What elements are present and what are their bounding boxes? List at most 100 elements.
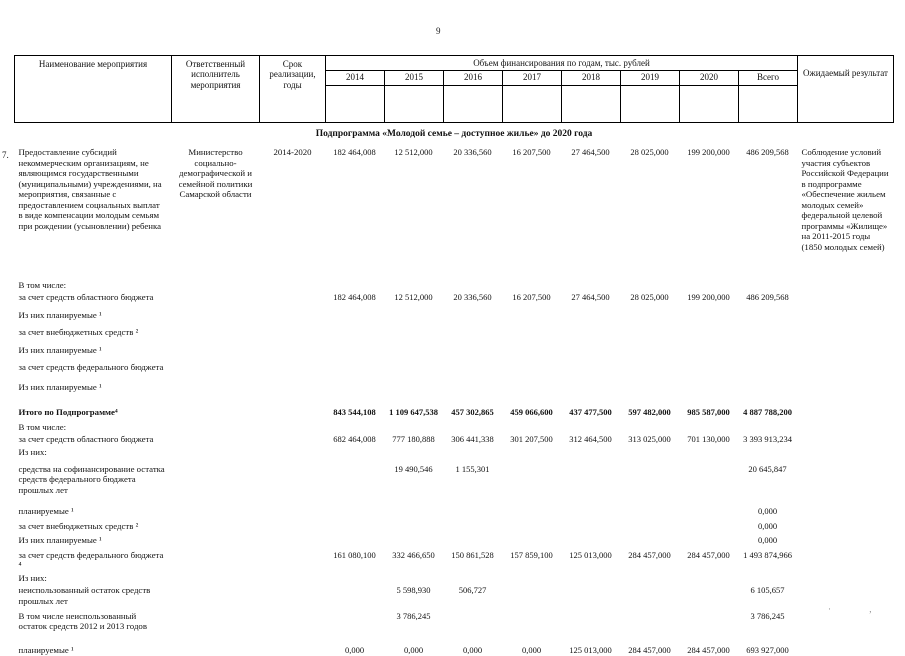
row-executor <box>172 419 260 434</box>
table-row: Итого по Подпрограмме⁴ 843 544,108 1 109 6… <box>15 393 894 419</box>
value-2020: 985 587,000 <box>687 407 730 418</box>
value-2014 <box>326 356 385 374</box>
row-label: Из них планируемые ¹ <box>18 344 102 355</box>
row-result <box>798 433 894 446</box>
value-2016 <box>444 518 503 533</box>
row-period: 2014-2020 <box>273 147 312 158</box>
row-period <box>260 572 326 585</box>
value-2016: 20 336,560 <box>453 147 492 158</box>
table-row: В том числе: <box>15 254 894 292</box>
col-header-result: Ожидаемый результат <box>797 55 894 123</box>
row-executor <box>172 547 260 572</box>
value-2019 <box>621 584 680 607</box>
header-empty-cell <box>679 84 739 123</box>
value-2017 <box>503 572 562 585</box>
value-Всего: 20 645,847 <box>748 463 787 474</box>
value-2019 <box>621 254 680 292</box>
value-2018 <box>562 356 621 374</box>
row-label: неиспользованный остаток средств прошлых… <box>18 585 151 607</box>
value-2015 <box>385 446 444 459</box>
value-2018 <box>562 304 621 322</box>
row-period <box>260 518 326 533</box>
value-2015 <box>385 304 444 322</box>
value-2020 <box>680 254 739 292</box>
value-2017 <box>503 532 562 547</box>
col-header-name: Наименование мероприятия <box>14 55 172 123</box>
value-2018 <box>562 321 621 339</box>
value-2017 <box>503 374 562 394</box>
value-2020 <box>680 304 739 322</box>
value-2018: 27 464,500 <box>571 147 610 158</box>
row-label: В том числе: <box>18 421 67 432</box>
table-body: Подпрограмма «Молодой семье – доступное … <box>15 122 894 656</box>
value-2016: 150 861,528 <box>451 549 494 560</box>
header-empty-cell <box>620 84 680 123</box>
row-result <box>798 532 894 547</box>
row-result <box>798 584 894 607</box>
table-row: средства на софинансирование остатка сре… <box>15 459 894 497</box>
value-2017 <box>503 419 562 434</box>
value-2018 <box>562 254 621 292</box>
value-2017 <box>503 496 562 518</box>
value-2015 <box>385 339 444 357</box>
row-period <box>260 419 326 434</box>
year-header-row: 2014 2015 2016 2017 2018 2019 2020 Всего <box>15 70 894 86</box>
row-executor <box>172 291 260 304</box>
value-2018 <box>562 608 621 633</box>
value-2020 <box>680 572 739 585</box>
value-2016 <box>444 446 503 459</box>
value-2018 <box>562 446 621 459</box>
section-title-row: Подпрограмма «Молодой семье – доступное … <box>15 122 894 146</box>
row-period <box>260 496 326 518</box>
value-2016 <box>444 356 503 374</box>
header-empty-cell <box>502 84 562 123</box>
col-header-period: Срок реализации, годы <box>259 55 326 123</box>
value-2015: 12 512,000 <box>394 292 433 303</box>
value-2017 <box>503 356 562 374</box>
value-2018 <box>562 572 621 585</box>
value-2020 <box>680 419 739 434</box>
row-period <box>260 584 326 607</box>
year-col-header: 2018 <box>561 70 621 86</box>
value-Всего <box>739 339 798 357</box>
row-executor <box>172 374 260 394</box>
value-2014 <box>326 419 385 434</box>
value-2016 <box>444 339 503 357</box>
row-label: за счет средств федерального бюджета ⁴ <box>18 549 164 571</box>
value-2020: 701 130,000 <box>687 434 730 445</box>
value-2018: 437 477,500 <box>569 407 612 418</box>
value-2015: 5 598,930 <box>396 585 431 596</box>
row-period <box>260 254 326 292</box>
row-executor <box>172 393 260 419</box>
row-result <box>798 304 894 322</box>
row-number-margin: 7. <box>2 150 9 160</box>
value-2017: 157 859,100 <box>510 549 553 560</box>
value-2014: 182 464,008 <box>333 292 376 303</box>
table-row: неиспользованный остаток средств прошлых… <box>15 584 894 607</box>
value-2017 <box>503 446 562 459</box>
value-2015: 332 466,650 <box>392 549 435 560</box>
row-period <box>260 459 326 497</box>
value-2020 <box>680 321 739 339</box>
row-label: В том числе: <box>18 279 67 290</box>
value-2020 <box>680 518 739 533</box>
value-2020: 199 200,000 <box>687 147 730 158</box>
table-row: В том числе неиспользованный остаток сре… <box>15 608 894 633</box>
value-2015 <box>385 496 444 518</box>
table-row: В том числе: <box>15 419 894 434</box>
value-Всего: 693 927,000 <box>746 644 789 655</box>
year-col-header: 2016 <box>443 70 503 86</box>
value-2020 <box>680 496 739 518</box>
value-2014 <box>326 321 385 339</box>
table-row: Из них: <box>15 572 894 585</box>
value-2019: 313 025,000 <box>628 434 671 445</box>
row-executor <box>172 532 260 547</box>
value-2019 <box>621 496 680 518</box>
value-2018: 27 464,500 <box>571 292 610 303</box>
value-2017 <box>503 608 562 633</box>
value-Всего: 0,000 <box>757 535 778 546</box>
row-result <box>798 339 894 357</box>
row-label: планируемые ¹ <box>18 506 74 517</box>
table-row: Из них планируемые ¹ 0,000 <box>15 532 894 547</box>
value-2018: 312 464,500 <box>569 434 612 445</box>
